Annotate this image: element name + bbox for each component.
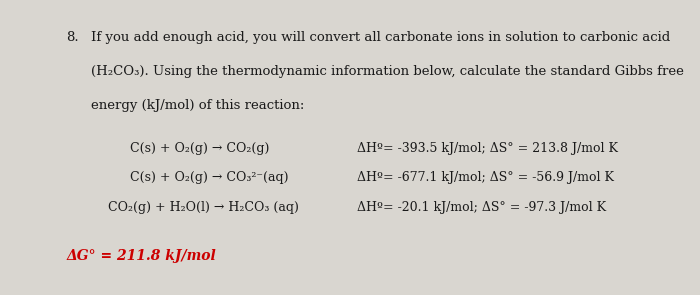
Text: C(s) + O₂(g) → CO₃²⁻(aq): C(s) + O₂(g) → CO₃²⁻(aq) (130, 171, 288, 184)
Text: If you add enough acid, you will convert all carbonate ions in solution to carbo: If you add enough acid, you will convert… (91, 31, 671, 44)
Text: ΔHº= -393.5 kJ/mol; ΔS° = 213.8 J/mol K: ΔHº= -393.5 kJ/mol; ΔS° = 213.8 J/mol K (357, 142, 618, 155)
Text: ΔHº= -677.1 kJ/mol; ΔS° = -56.9 J/mol K: ΔHº= -677.1 kJ/mol; ΔS° = -56.9 J/mol K (357, 171, 614, 184)
Text: 8.: 8. (66, 31, 79, 44)
Text: ΔG° = 211.8 kJ/mol: ΔG° = 211.8 kJ/mol (66, 249, 216, 263)
Text: energy (kJ/mol) of this reaction:: energy (kJ/mol) of this reaction: (91, 99, 304, 112)
Text: (H₂CO₃). Using the thermodynamic information below, calculate the standard Gibbs: (H₂CO₃). Using the thermodynamic informa… (91, 65, 684, 78)
Text: CO₂(g) + H₂O(l) → H₂CO₃ (aq): CO₂(g) + H₂O(l) → H₂CO₃ (aq) (108, 201, 300, 214)
Text: ΔHº= -20.1 kJ/mol; ΔS° = -97.3 J/mol K: ΔHº= -20.1 kJ/mol; ΔS° = -97.3 J/mol K (357, 201, 606, 214)
Text: C(s) + O₂(g) → CO₂(g): C(s) + O₂(g) → CO₂(g) (130, 142, 269, 155)
